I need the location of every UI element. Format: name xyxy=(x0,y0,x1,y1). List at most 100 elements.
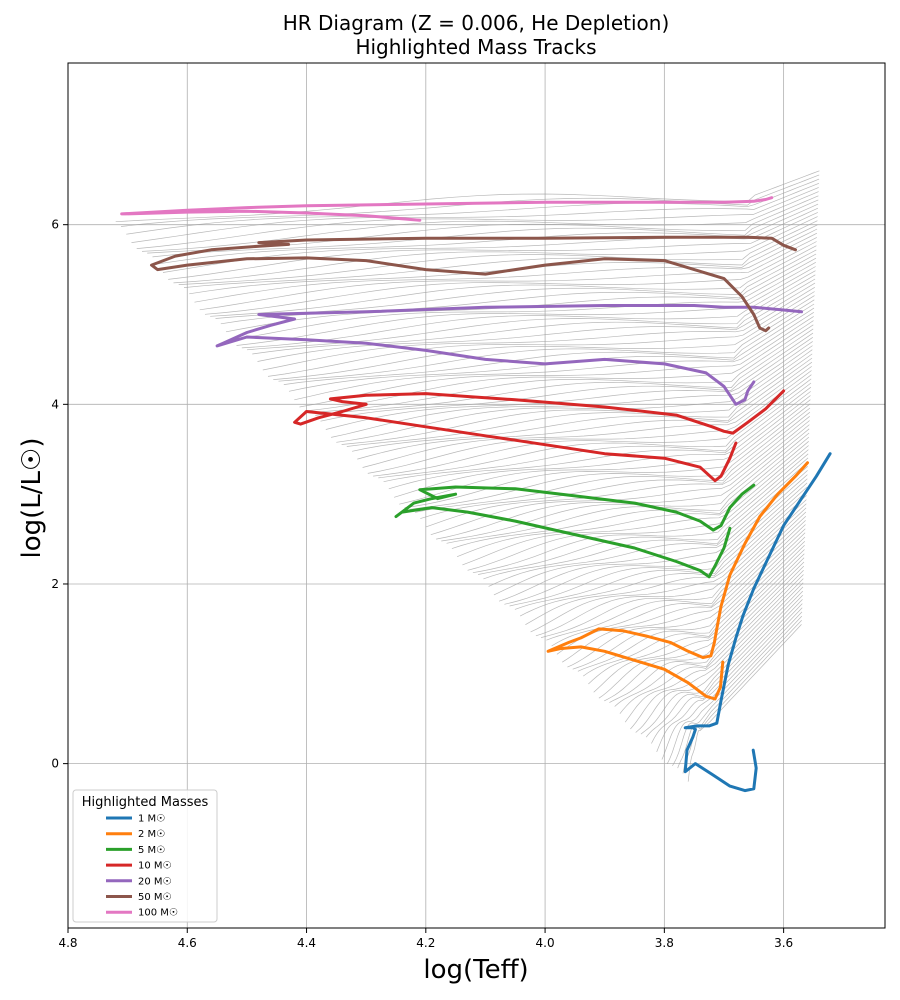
model-track-line xyxy=(588,545,805,685)
model-track-line xyxy=(299,316,814,408)
model-track-line xyxy=(635,582,804,733)
model-track-line xyxy=(120,174,820,227)
legend-label: 5 M☉ xyxy=(138,845,165,856)
track-line-5 xyxy=(215,304,803,406)
model-track-line xyxy=(651,595,803,744)
model-track-line xyxy=(478,457,809,575)
model-track-line xyxy=(283,303,815,385)
y-tick-label: 2 xyxy=(51,577,59,591)
y-tick-label: 4 xyxy=(51,397,59,411)
model-track-line xyxy=(131,182,820,243)
track-line-2 xyxy=(546,461,809,701)
model-track-line xyxy=(231,261,816,341)
model-track-line xyxy=(378,378,812,479)
model-track-line xyxy=(541,507,807,638)
model-track-line xyxy=(577,536,806,672)
model-track-line xyxy=(656,599,803,753)
legend-box xyxy=(72,789,218,923)
model-track-line xyxy=(126,178,820,235)
model-track-line xyxy=(367,370,812,474)
model-track-line xyxy=(519,490,808,617)
legend: Highlighted Masses 1 M☉ 2 M☉ 5 M☉ 10 M☉ 20 M… xyxy=(72,789,218,923)
model-track-line xyxy=(409,403,811,510)
model-track-line xyxy=(346,353,813,447)
model-track-line xyxy=(567,528,806,668)
legend-label: 10 M☉ xyxy=(138,861,172,872)
legend-label: 1 M☉ xyxy=(138,814,165,825)
track-line-4 xyxy=(293,389,786,483)
model-track-line xyxy=(331,341,813,438)
model-track-line xyxy=(393,391,811,498)
model-track-line xyxy=(199,237,817,311)
model-track-line xyxy=(336,345,813,443)
model-track-line xyxy=(593,549,805,693)
chart-title: HR Diagram (Z = 0.006, He Depletion) xyxy=(283,11,670,35)
y-tick-label: 0 xyxy=(51,757,59,771)
model-track-line xyxy=(472,453,809,574)
model-track-line xyxy=(661,603,803,760)
model-track-line xyxy=(352,357,813,452)
x-tick-label: 4.6 xyxy=(178,936,197,950)
model-track-line xyxy=(357,361,813,460)
model-track-line xyxy=(551,515,807,647)
track-line-7 xyxy=(120,196,774,222)
chart-subtitle: Highlighted Mass Tracks xyxy=(355,35,596,59)
model-track-line xyxy=(168,212,818,280)
model-track-line xyxy=(362,366,812,468)
model-track-line xyxy=(645,590,804,738)
model-track-line xyxy=(614,565,805,707)
model-track-line xyxy=(562,524,806,663)
model-track-line xyxy=(194,232,818,303)
model-track-line xyxy=(241,270,816,349)
track-line-1 xyxy=(683,452,832,793)
model-track-line xyxy=(294,312,814,401)
track-line-3 xyxy=(394,483,756,579)
model-track-line xyxy=(178,220,818,285)
model-track-line xyxy=(183,224,818,288)
model-track-line xyxy=(204,241,817,315)
model-track-line xyxy=(483,461,809,580)
legend-label: 2 M☉ xyxy=(138,829,165,840)
model-track-line xyxy=(415,407,811,513)
model-track-line xyxy=(430,420,810,536)
plot-frame xyxy=(67,62,886,929)
model-track-line xyxy=(210,245,817,317)
model-track-line xyxy=(493,470,808,596)
model-track-line xyxy=(399,395,811,505)
model-track-line xyxy=(404,399,811,509)
x-tick-label: 4.8 xyxy=(58,936,77,950)
model-track-line xyxy=(136,187,819,249)
model-track-line xyxy=(535,503,807,637)
model-track-line xyxy=(630,578,804,730)
model-track-line xyxy=(225,257,817,333)
model-track-line xyxy=(157,203,819,265)
model-track-line xyxy=(441,428,810,542)
model-track-line xyxy=(315,328,814,416)
model-track-line xyxy=(288,307,815,392)
x-tick-label: 4.2 xyxy=(416,936,435,950)
legend-title: Highlighted Masses xyxy=(82,795,209,810)
model-track-line xyxy=(152,199,819,258)
model-track-line xyxy=(462,445,809,566)
model-track-line xyxy=(530,499,807,633)
model-track-line xyxy=(546,511,807,641)
model-track-line xyxy=(467,449,809,571)
highlighted-tracks xyxy=(120,196,832,793)
model-track-line xyxy=(236,266,816,346)
model-track-line xyxy=(325,337,813,430)
ticks: 4.8 4.6 4.4 4.2 4.0 3.8 3.6 0 2 4 6 xyxy=(51,218,793,950)
model-track-line xyxy=(609,561,805,703)
model-track-line xyxy=(309,324,814,414)
model-track-line xyxy=(498,474,808,602)
model-track-line xyxy=(624,574,804,723)
model-track-line xyxy=(420,411,811,519)
model-track-line xyxy=(273,295,815,380)
model-track-line xyxy=(383,382,812,483)
model-track-line xyxy=(672,611,803,766)
model-track-line xyxy=(304,320,814,412)
legend-label: 50 M☉ xyxy=(138,892,172,903)
x-tick-label: 3.8 xyxy=(655,936,674,950)
model-track-line xyxy=(451,436,810,549)
model-track-line xyxy=(115,170,820,223)
x-tick-label: 4.4 xyxy=(297,936,316,950)
